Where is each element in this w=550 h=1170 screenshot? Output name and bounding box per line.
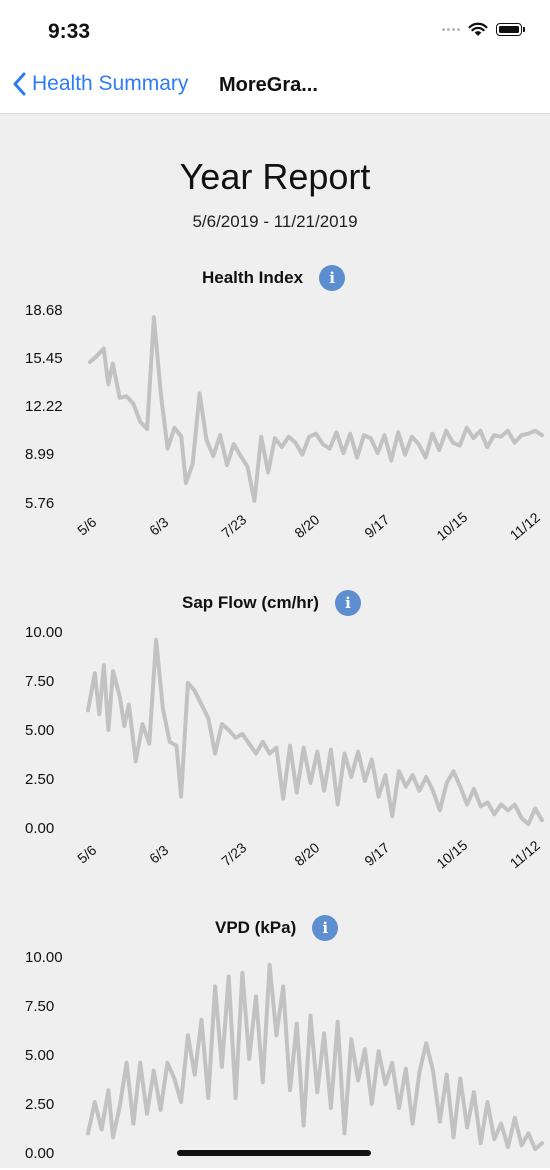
x-tick-label: 5/6 (74, 842, 99, 867)
status-icons (442, 22, 525, 37)
sap-flow-heading: Sap Flow (cm/hr) i (182, 590, 361, 616)
navigation-bar: Health Summary MoreGra... (0, 60, 550, 114)
report-title: Year Report (179, 156, 371, 197)
battery-icon (496, 23, 525, 36)
vpd-heading: VPD (kPa) i (215, 915, 339, 941)
back-button-label: Health Summary (32, 72, 189, 95)
x-tick-label: 6/3 (146, 514, 171, 539)
y-tick-label: 18.68 (25, 302, 63, 319)
y-tick-label: 12.22 (25, 398, 63, 415)
health-index-chart: 18.68 15.45 12.22 8.99 5.76 5/6 6/3 7/23 8/20 9/1… (25, 302, 544, 544)
y-tick-label: 8.99 (25, 446, 54, 463)
y-tick-label: 0.00 (25, 1145, 54, 1162)
y-tick-label: 5.76 (25, 495, 54, 512)
x-tick-label: 6/3 (146, 842, 171, 867)
x-tick-label: 7/23 (218, 839, 249, 869)
x-tick-label: 8/20 (291, 839, 322, 869)
y-tick-label: 10.00 (25, 624, 63, 641)
x-tick-label: 8/20 (291, 511, 322, 541)
vpd-chart: 10.00 7.50 5.00 2.50 0.00 (25, 949, 544, 1162)
sap-flow-chart: 10.00 7.50 5.00 2.50 0.00 5/6 6/3 7/23 8/20 9/17 1… (25, 624, 544, 872)
status-bar: 9:33 (0, 0, 550, 60)
series-line (86, 962, 544, 1152)
y-tick-label: 7.50 (25, 998, 54, 1015)
x-tick-label: 10/15 (433, 837, 470, 872)
x-tick-label: 11/12 (507, 837, 543, 871)
report-content[interactable] (0, 114, 550, 1168)
back-button[interactable]: Health Summary (12, 66, 188, 102)
x-tick-label: 9/17 (361, 511, 392, 541)
series-line (86, 637, 544, 827)
nav-title: MoreGra... (219, 74, 318, 96)
chart-title: VPD (kPa) (215, 918, 297, 937)
health-index-heading: Health Index i (202, 265, 346, 291)
x-tick-label: 11/12 (507, 509, 543, 543)
y-tick-label: 2.50 (25, 771, 54, 788)
sap-flow-info-icon[interactable]: i (334, 590, 361, 616)
y-tick-label: 15.45 (25, 350, 63, 367)
wifi-icon (468, 22, 488, 36)
x-tick-label: 9/17 (361, 839, 392, 869)
y-tick-label: 10.00 (25, 949, 63, 966)
x-tick-label: 7/23 (218, 511, 249, 541)
health-index-info-icon[interactable]: i (319, 265, 346, 291)
chevron-left-icon (13, 72, 26, 96)
home-indicator[interactable] (177, 1150, 371, 1156)
y-tick-label: 0.00 (25, 820, 54, 837)
series-line (88, 315, 544, 503)
x-tick-label: 10/15 (433, 509, 470, 544)
y-tick-label: 7.50 (25, 673, 54, 690)
vpd-info-icon[interactable]: i (312, 915, 339, 941)
y-tick-label: 5.00 (25, 722, 54, 739)
signal-icon (442, 28, 460, 31)
chart-title: Health Index (202, 268, 304, 287)
chart-title: Sap Flow (cm/hr) (182, 593, 319, 612)
y-tick-label: 2.50 (25, 1096, 54, 1113)
x-tick-label: 5/6 (74, 514, 99, 539)
status-time: 9:33 (48, 20, 91, 43)
report-date-range: 5/6/2019 - 11/21/2019 (192, 212, 358, 231)
y-tick-label: 5.00 (25, 1047, 54, 1064)
